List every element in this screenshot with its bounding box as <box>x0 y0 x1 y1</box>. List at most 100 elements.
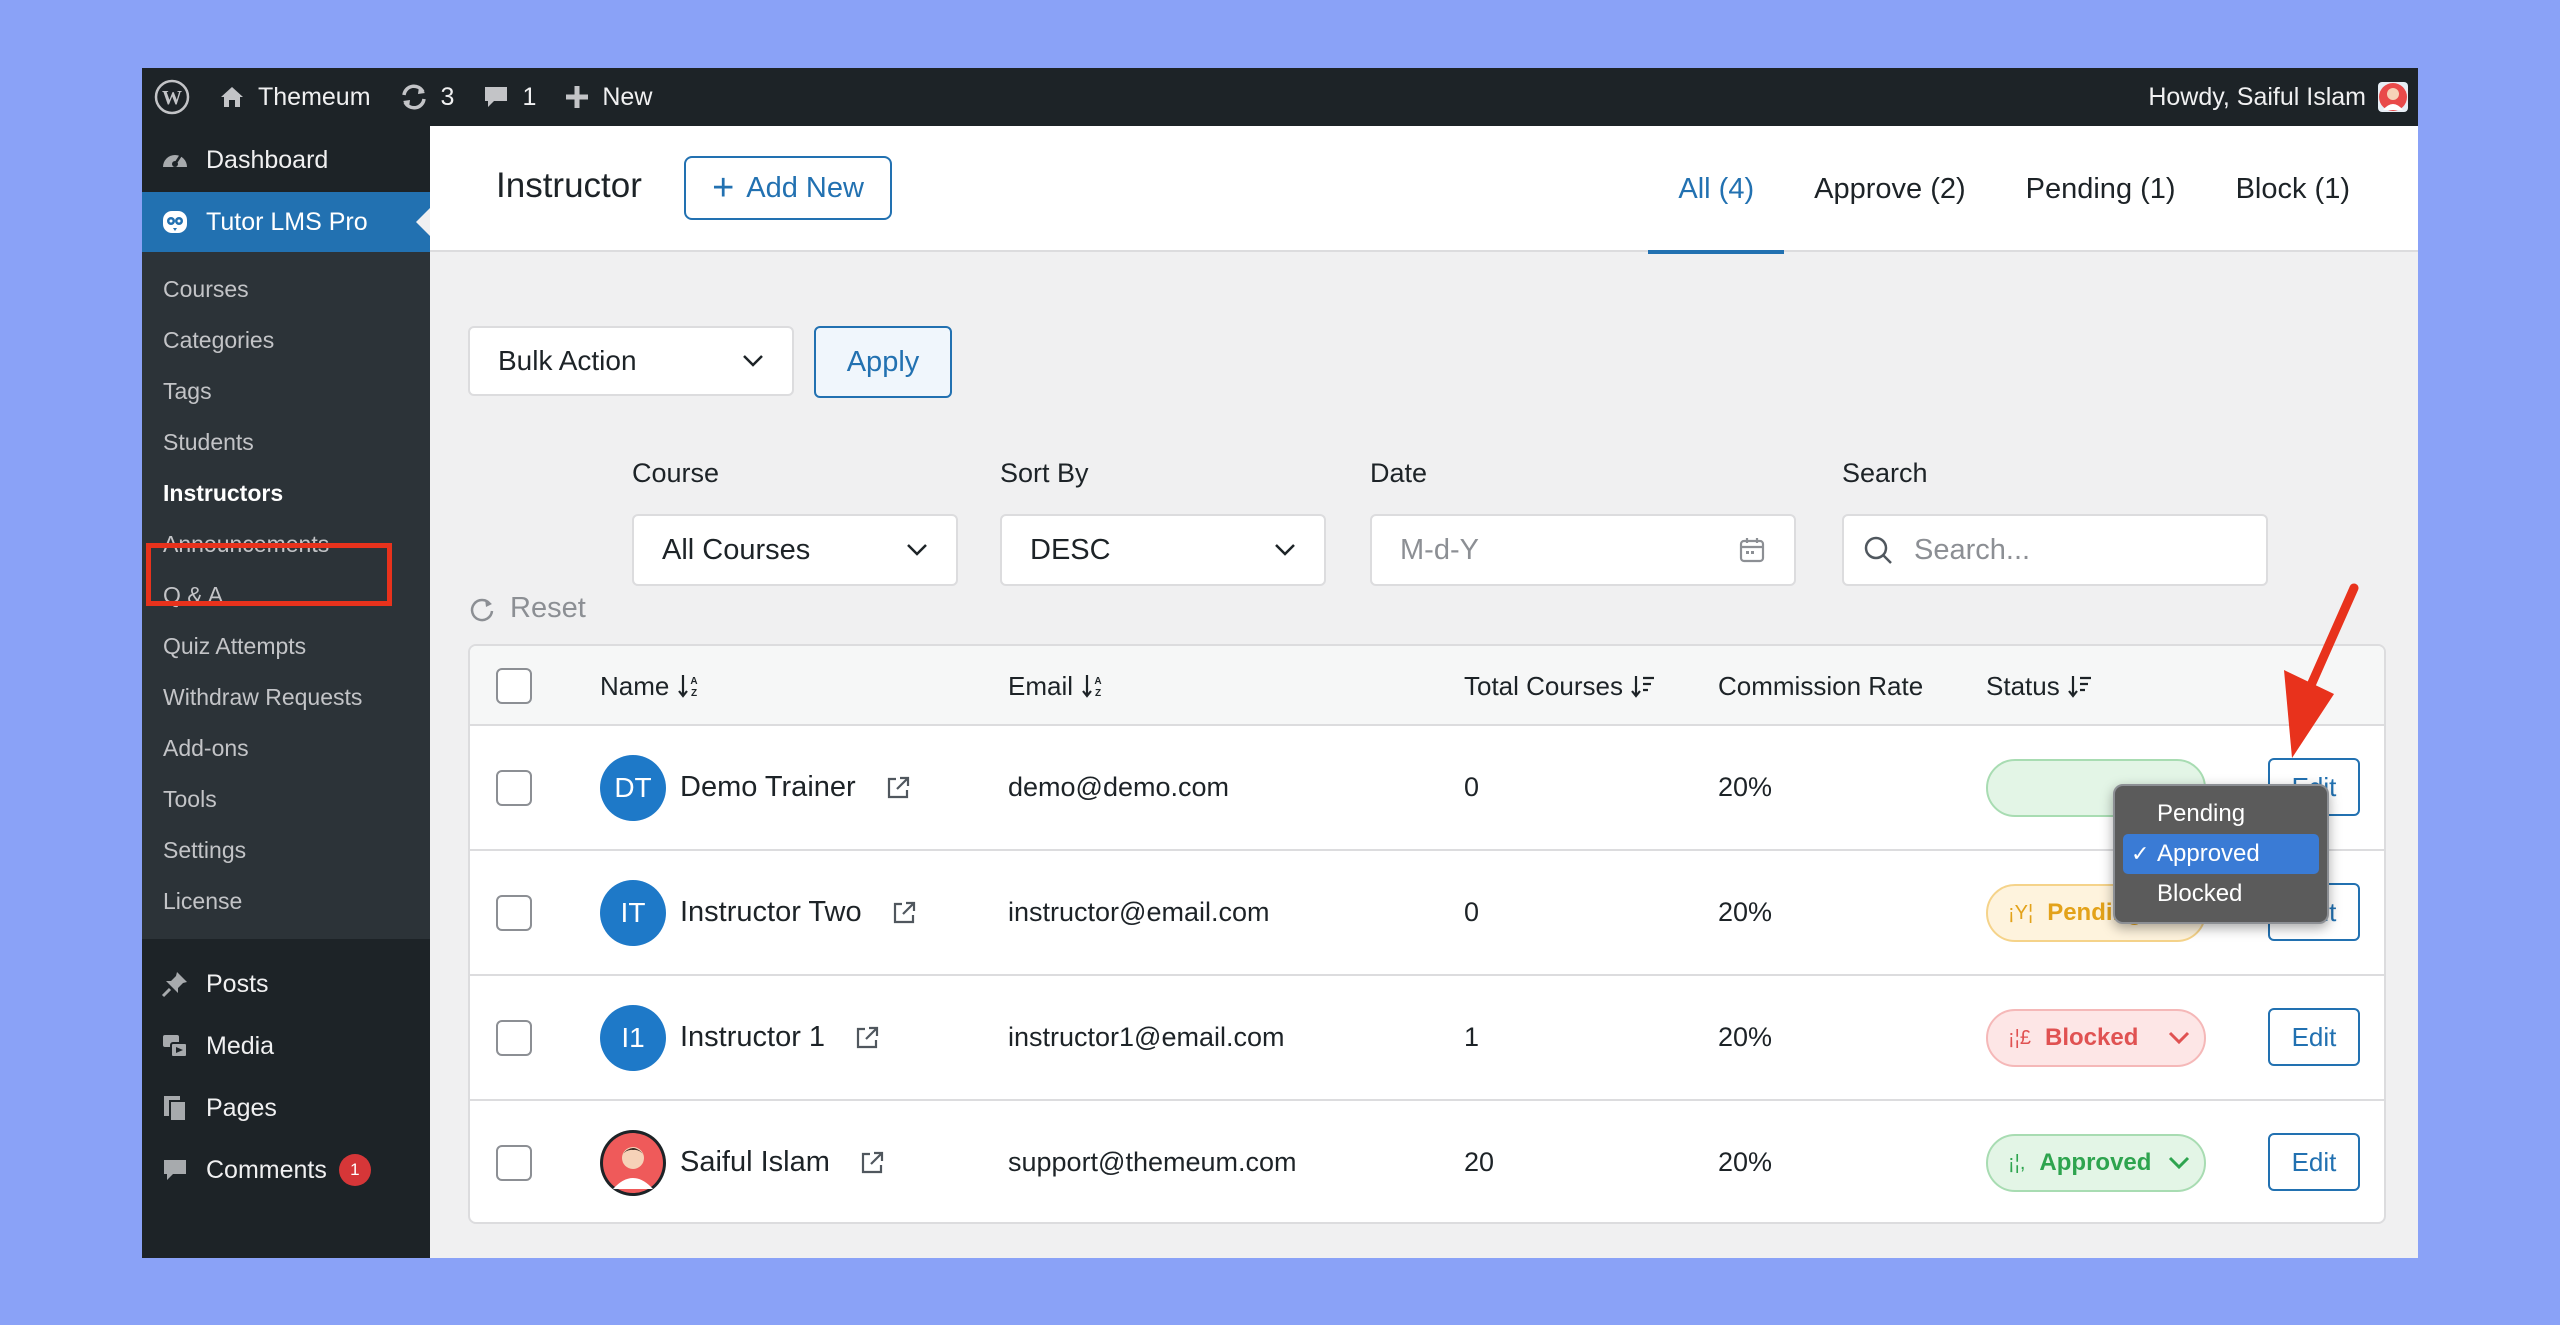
commission-cell: 20% <box>1718 1147 1773 1177</box>
courses-cell: 20 <box>1464 1147 1495 1177</box>
name-cell: IT Instructor Two <box>600 851 918 974</box>
tab-block[interactable]: Block (1) <box>2235 172 2350 205</box>
sidebar-sub-withdraw-requests[interactable]: Withdraw Requests <box>163 684 363 710</box>
tab-all[interactable]: All (4) <box>1648 126 1784 254</box>
external-link-icon[interactable] <box>884 774 912 802</box>
plus-icon <box>566 86 589 108</box>
status-dropdown-button[interactable]: ¡¦£ Blocked <box>1986 1009 2206 1067</box>
row-checkbox[interactable] <box>496 1020 532 1056</box>
sidebar-item-posts[interactable]: Posts <box>142 953 430 1015</box>
commission-cell: 20% <box>1718 897 1773 927</box>
sidebar-sub-settings[interactable]: Settings <box>163 837 247 863</box>
row-checkbox[interactable] <box>496 1145 532 1181</box>
sidebar-item-label: Posts <box>206 969 269 998</box>
instructor-name: Instructor 1 <box>680 1021 826 1053</box>
column-commission: Commission Rate <box>1718 670 1924 701</box>
sidebar-item-comments[interactable]: Comments 1 <box>142 1139 430 1201</box>
avatar: I1 <box>600 1004 666 1071</box>
search-placeholder: Search... <box>1914 533 2031 566</box>
sidebar-sub-tools[interactable]: Tools <box>163 786 217 812</box>
sidebar-sub-quiz-attempts[interactable]: Quiz Attempts <box>163 633 307 659</box>
add-new-button[interactable]: + Add New <box>684 156 892 220</box>
sidebar-sub-courses[interactable]: Courses <box>163 276 249 302</box>
external-link-icon[interactable] <box>853 1024 881 1052</box>
courses-cell: 0 <box>1464 772 1480 802</box>
course-filter-select[interactable]: All Courses <box>632 514 958 586</box>
site-name-link[interactable]: Themeum <box>204 68 385 126</box>
sort-filter-select[interactable]: DESC <box>1000 514 1326 586</box>
status-dropdown-menu: Pending ✓ Approved Blocked <box>2113 784 2329 924</box>
column-status[interactable]: Status <box>1986 646 2092 726</box>
status-option-blocked[interactable]: Blocked <box>2157 880 2243 907</box>
updates-link[interactable]: 3 <box>385 68 469 126</box>
column-total-courses-label: Total Courses <box>1464 670 1623 701</box>
select-all-checkbox[interactable] <box>496 668 532 704</box>
browser-window: W Themeum 3 1 New Howdy, Saiful Islam <box>142 68 2418 1258</box>
date-filter-input[interactable]: M-d-Y <box>1370 514 1796 586</box>
search-label: Search <box>1842 458 1928 488</box>
wordpress-logo-icon[interactable]: W <box>142 68 204 126</box>
sidebar-item-media[interactable]: Media <box>142 1015 430 1077</box>
avatar: IT <box>600 879 666 946</box>
svg-text:W: W <box>162 87 182 109</box>
sidebar-sub-tags[interactable]: Tags <box>163 378 212 404</box>
my-account[interactable]: Howdy, Saiful Islam <box>2148 82 2418 112</box>
email-cell: support@themeum.com <box>1008 1147 1297 1177</box>
chevron-down-icon <box>907 544 927 556</box>
row-checkbox[interactable] <box>496 770 532 806</box>
courses-cell: 0 <box>1464 897 1480 927</box>
sidebar-sub-license[interactable]: License <box>163 888 243 914</box>
sidebar-item-dashboard[interactable]: Dashboard <box>142 130 430 190</box>
sort-desc-icon <box>1631 674 1655 698</box>
sidebar-sub-addons[interactable]: Add-ons <box>163 735 249 761</box>
sidebar-item-label: Comments <box>206 1155 327 1184</box>
course-filter-value: All Courses <box>662 533 811 566</box>
tab-approve[interactable]: Approve (2) <box>1814 172 1966 205</box>
sidebar-lower-menu: Posts Media Pages Comments 1 <box>142 939 430 1201</box>
chevron-down-icon <box>1275 544 1295 556</box>
svg-text:A: A <box>691 676 698 687</box>
date-filter-label: Date <box>1370 458 1428 488</box>
column-status-label: Status <box>1986 670 2060 701</box>
calendar-icon[interactable] <box>1738 536 1766 564</box>
sidebar-item-pages[interactable]: Pages <box>142 1077 430 1139</box>
tab-pending[interactable]: Pending (1) <box>2025 172 2176 205</box>
new-content-link[interactable]: New <box>550 68 666 126</box>
date-filter-placeholder: M-d-Y <box>1400 533 1479 566</box>
apply-button[interactable]: Apply <box>814 326 952 398</box>
page-title: Instructor <box>496 166 642 205</box>
sidebar-item-tutor-lms[interactable]: Tutor LMS Pro <box>142 192 430 252</box>
column-total-courses[interactable]: Total Courses <box>1464 646 1655 726</box>
add-new-label: Add New <box>746 171 864 204</box>
comments-link[interactable]: 1 <box>468 68 550 126</box>
bulk-action-select[interactable]: Bulk Action <box>468 326 794 396</box>
status-icon: ¡¦£ <box>2008 1026 2031 1049</box>
status-tabs: All (4) Approve (2) Pending (1) Block (1… <box>1648 126 2418 254</box>
status-dropdown-button[interactable]: ¡¦, Approved <box>1986 1134 2206 1192</box>
sidebar-sub-students[interactable]: Students <box>163 429 254 455</box>
sidebar-sub-categories[interactable]: Categories <box>163 327 275 353</box>
admin-bar: W Themeum 3 1 New Howdy, Saiful Islam <box>142 68 2418 126</box>
dashboard-gauge-icon <box>160 145 190 175</box>
search-input[interactable]: Search... <box>1842 514 2268 586</box>
sidebar-sub-instructors[interactable]: Instructors <box>163 480 284 506</box>
external-link-icon[interactable] <box>858 1149 886 1177</box>
search-icon <box>1862 534 1894 566</box>
tutor-owl-icon <box>160 207 190 237</box>
external-link-icon[interactable] <box>890 899 918 927</box>
comment-bubble-icon <box>160 1155 190 1185</box>
column-name-label: Name <box>600 670 670 701</box>
updates-count: 3 <box>440 82 455 111</box>
edit-button[interactable]: Edit <box>2268 1008 2360 1066</box>
instructor-name: Instructor Two <box>680 896 862 928</box>
edit-button[interactable]: Edit <box>2268 1133 2360 1191</box>
table-row: DT Demo Trainer demo@demo.com 0 20% Edit <box>470 726 2384 851</box>
status-option-pending[interactable]: Pending <box>2157 800 2246 827</box>
pages-icon <box>160 1093 190 1123</box>
status-option-approved[interactable]: ✓ Approved <box>2123 834 2319 874</box>
row-checkbox[interactable] <box>496 895 532 931</box>
reset-button[interactable]: Reset <box>468 592 586 625</box>
